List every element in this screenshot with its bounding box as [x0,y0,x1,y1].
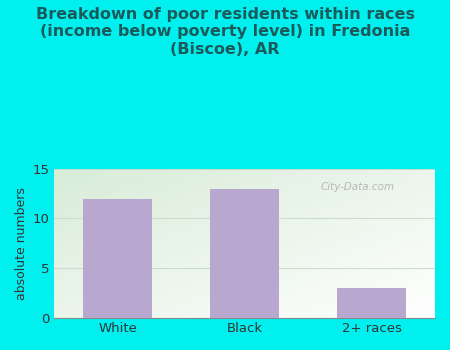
Bar [83,198,153,318]
Text: City-Data.com: City-Data.com [321,182,395,192]
Text: Breakdown of poor residents within races
(income below poverty level) in Fredoni: Breakdown of poor residents within races… [36,7,414,57]
Bar [337,288,406,318]
Bar [210,189,279,318]
Y-axis label: absolute numbers: absolute numbers [15,187,28,300]
